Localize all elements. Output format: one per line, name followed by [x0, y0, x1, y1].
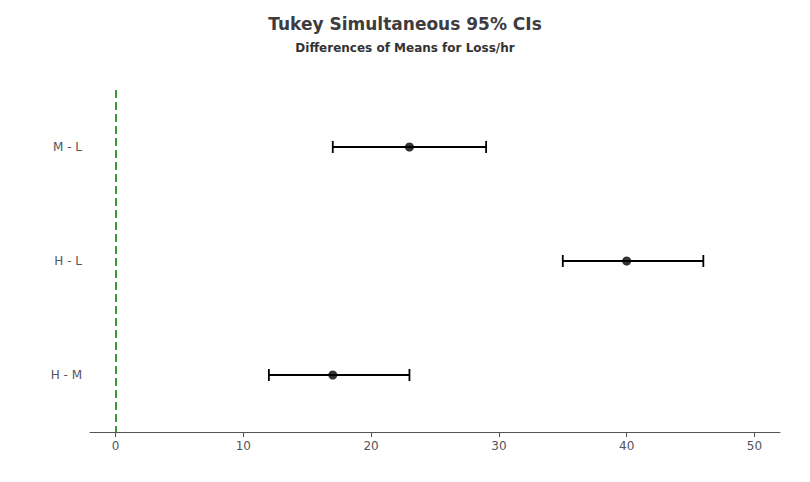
svg-text:0: 0 [112, 439, 120, 453]
svg-text:50: 50 [747, 439, 762, 453]
svg-text:M - L: M - L [53, 140, 82, 154]
svg-text:30: 30 [491, 439, 506, 453]
svg-text:H - L: H - L [54, 254, 82, 268]
svg-text:20: 20 [363, 439, 378, 453]
svg-text:H - M: H - M [51, 368, 82, 382]
svg-text:40: 40 [619, 439, 634, 453]
svg-text:Tukey Simultaneous 95% CIs: Tukey Simultaneous 95% CIs [268, 14, 542, 34]
svg-text:Differences of Means for Loss/: Differences of Means for Loss/hr [295, 41, 514, 55]
svg-text:10: 10 [236, 439, 251, 453]
